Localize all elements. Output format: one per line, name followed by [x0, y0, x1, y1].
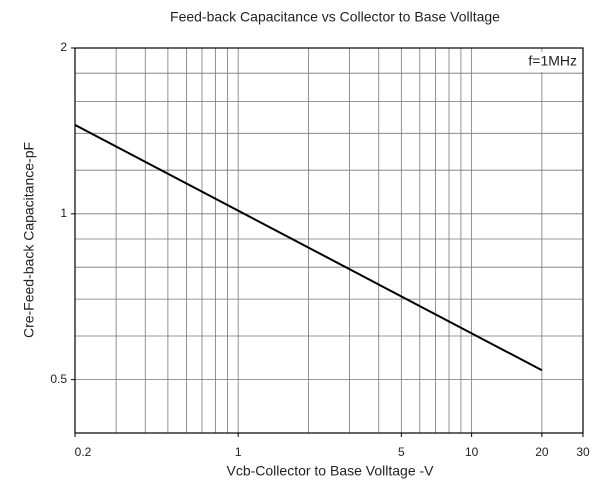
x-tick-label: 10: [465, 445, 479, 459]
x-tick-label: 1: [235, 445, 242, 459]
annotation: f=1MHz: [528, 53, 577, 69]
x-tick-label: 30: [576, 445, 590, 459]
chart-title: Feed-back Capacitance vs Collector to Ba…: [170, 9, 500, 25]
y-tick-label: 0.5: [50, 372, 67, 386]
annotation-bg: [505, 52, 579, 72]
x-tick-label: 0.2: [75, 445, 92, 459]
y-tick-label: 1: [60, 206, 67, 220]
x-axis-label: Vcb-Collector to Base Volltage -V: [227, 463, 435, 479]
y-axis-label: Cre-Feed-back Capacitance-pF: [21, 142, 37, 338]
data-line: [74, 124, 543, 372]
x-tick-label: 20: [535, 445, 549, 459]
x-tick-label: 5: [398, 445, 405, 459]
y-tick-label: 2: [60, 40, 67, 54]
plot-frame: [74, 47, 584, 434]
